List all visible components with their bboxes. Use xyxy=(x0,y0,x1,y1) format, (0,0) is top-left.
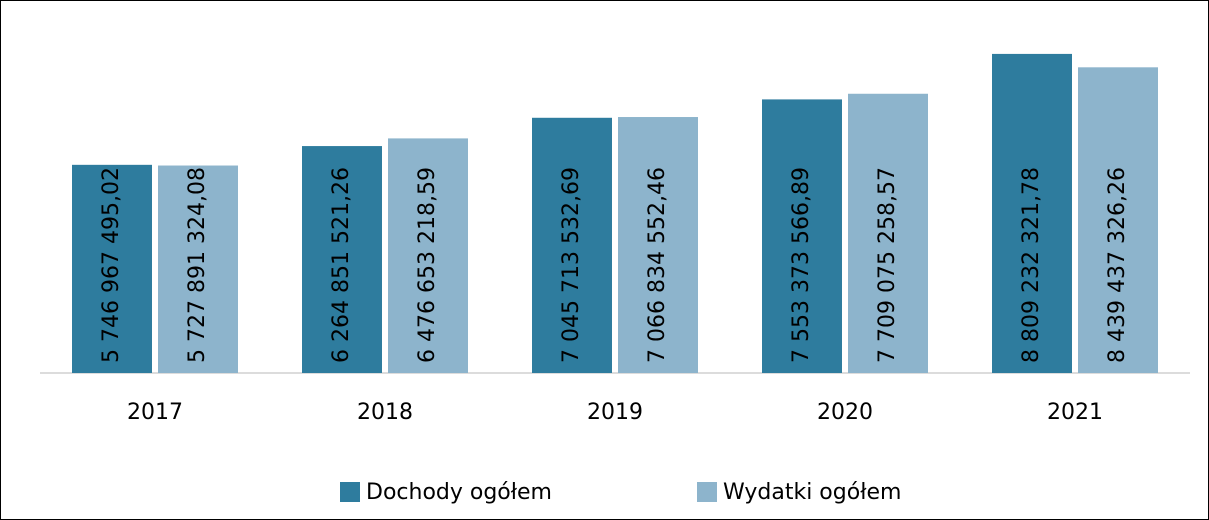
bar xyxy=(158,165,238,373)
data-label: 6 476 653 218,59 xyxy=(415,167,440,363)
data-label: 8 809 232 321,78 xyxy=(1019,167,1044,363)
bar xyxy=(532,117,612,373)
x-tick-label: 2019 xyxy=(587,400,643,425)
data-label: 7 066 834 552,46 xyxy=(645,167,670,363)
bar xyxy=(72,164,152,373)
legend-swatch xyxy=(697,482,717,502)
bar xyxy=(1078,67,1158,374)
bar xyxy=(302,146,382,373)
x-tick-label: 2020 xyxy=(817,400,873,425)
x-tick-label: 2021 xyxy=(1047,400,1103,425)
data-label: 7 045 713 532,69 xyxy=(559,167,584,363)
data-label: 5 746 967 495,02 xyxy=(99,167,124,363)
bar xyxy=(618,117,698,373)
bar xyxy=(388,138,468,373)
legend-label: Wydatki ogółem xyxy=(723,480,901,505)
data-label: 8 439 437 326,26 xyxy=(1105,167,1130,363)
legend-label: Dochody ogółem xyxy=(366,480,552,505)
bar xyxy=(848,93,928,373)
bar xyxy=(762,99,842,373)
data-label: 6 264 851 521,26 xyxy=(329,167,354,363)
data-label: 5 727 891 324,08 xyxy=(185,167,210,363)
data-label: 7 553 373 566,89 xyxy=(789,167,814,363)
x-tick-label: 2017 xyxy=(127,400,183,425)
legend-swatch xyxy=(340,482,360,502)
bar xyxy=(992,53,1072,373)
data-label: 7 709 075 258,57 xyxy=(875,167,900,363)
x-tick-label: 2018 xyxy=(357,400,413,425)
